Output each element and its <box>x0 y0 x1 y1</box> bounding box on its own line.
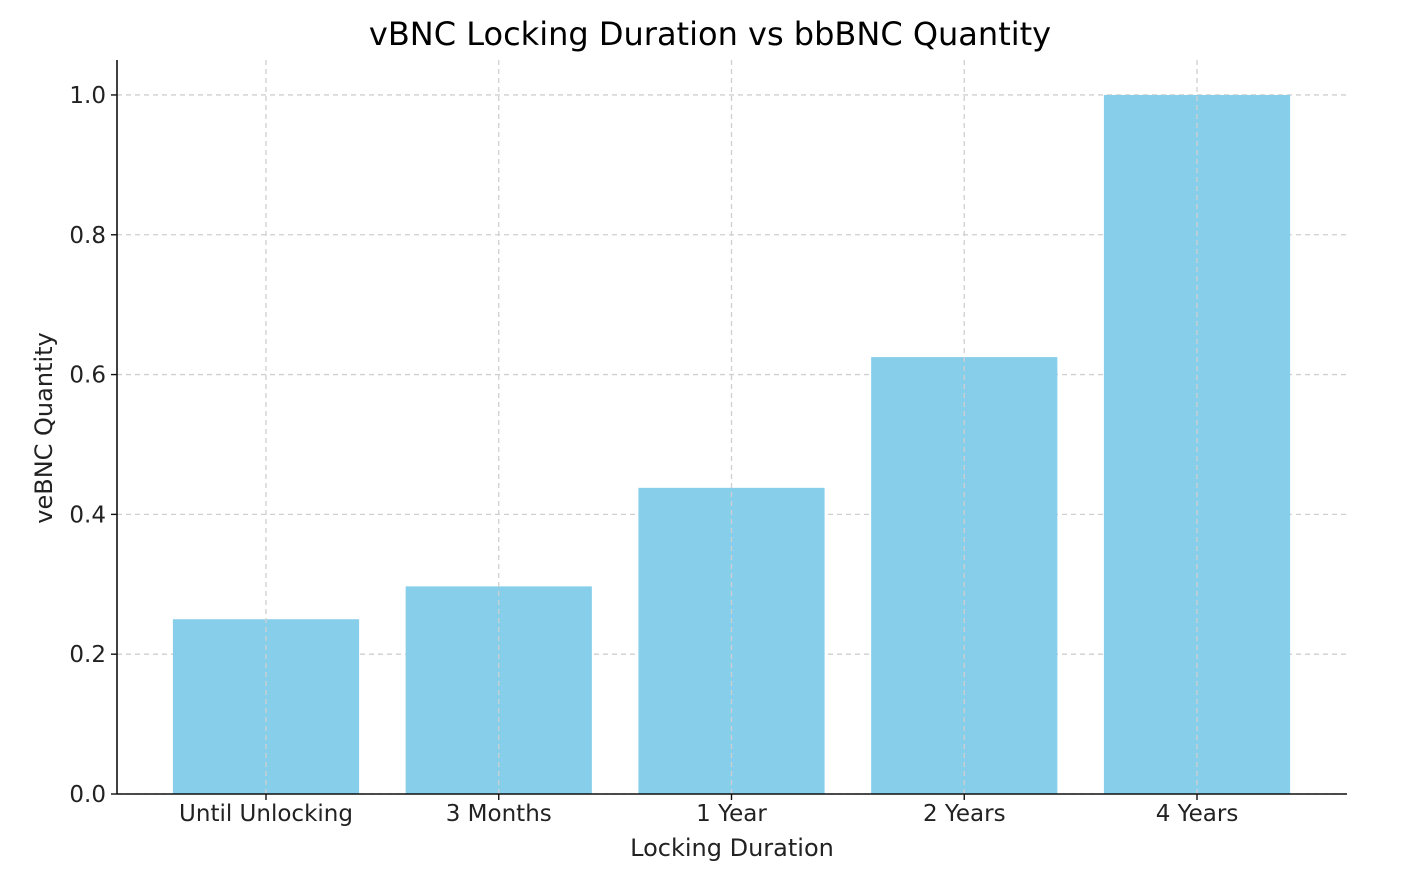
y-tick-label: 0.8 <box>69 223 106 249</box>
x-axis-label: Locking Duration <box>630 834 834 862</box>
x-axis-ticks: Until Unlocking 3 Months 1 Year 2 Years 4 Ye… <box>179 794 1238 827</box>
y-tick-label: 0.6 <box>69 363 106 389</box>
y-tick-label: 1.0 <box>69 83 106 109</box>
x-tick-label: Until Unlocking <box>179 801 353 827</box>
x-tick-label: 3 Months <box>446 801 552 827</box>
x-tick-label: 4 Years <box>1156 801 1239 827</box>
y-tick-label: 0.0 <box>69 782 106 808</box>
y-axis-ticks: 0.0 0.2 0.4 0.6 0.8 1.0 <box>69 83 117 808</box>
bar <box>1103 94 1291 794</box>
x-tick-label: 1 Year <box>696 801 767 827</box>
chart-title: vBNC Locking Duration vs bbBNC Quantity <box>369 15 1051 53</box>
y-tick-label: 0.2 <box>69 642 106 668</box>
x-tick-label: 2 Years <box>923 801 1006 827</box>
y-tick-label: 0.4 <box>69 502 106 528</box>
y-axis-label: veBNC Quantity <box>30 332 58 523</box>
